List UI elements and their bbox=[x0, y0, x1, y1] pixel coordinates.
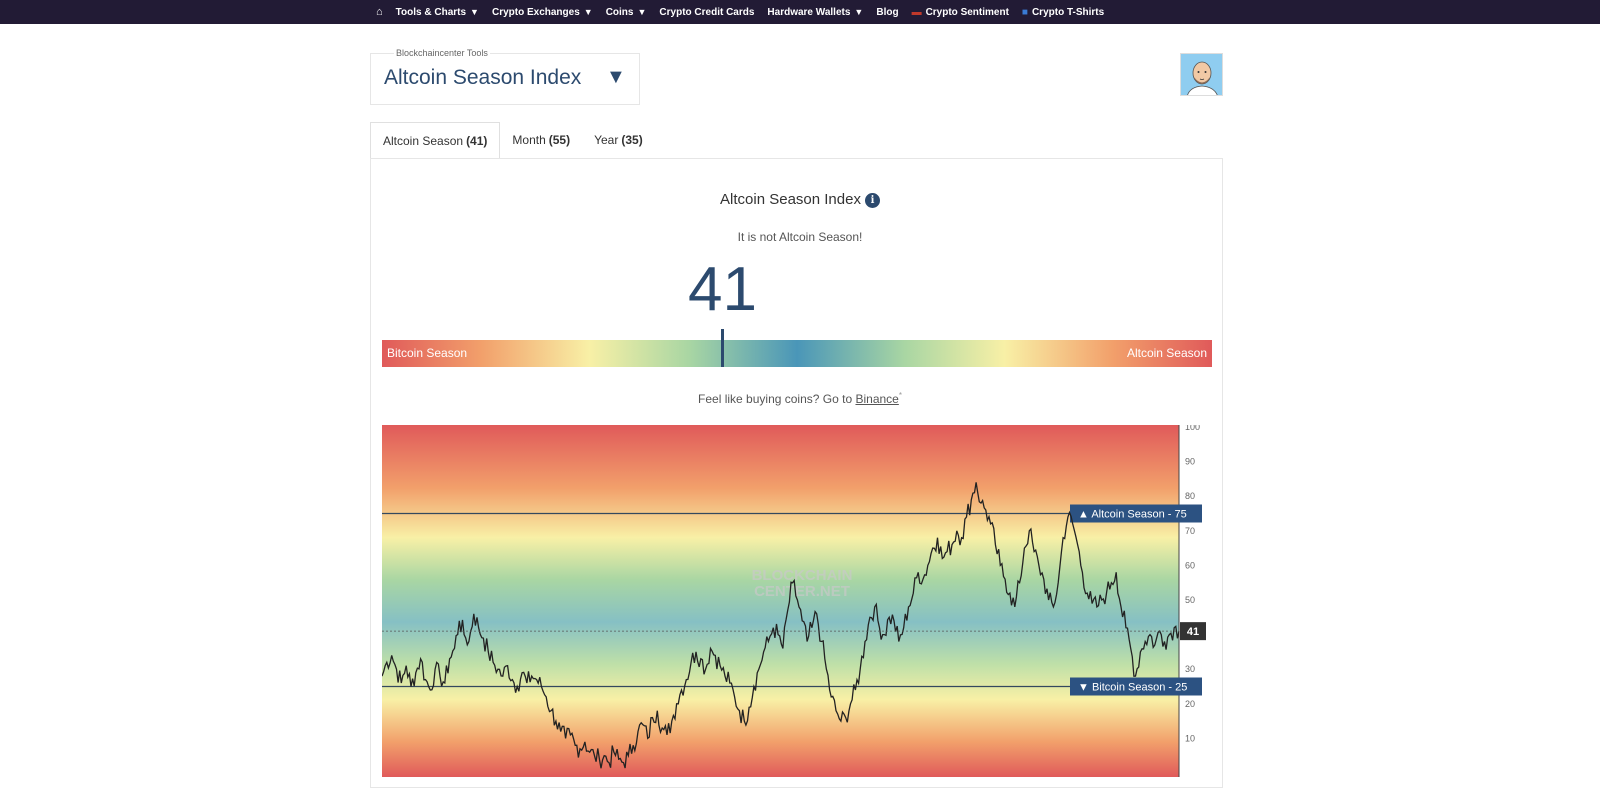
nav-label: Crypto T-Shirts bbox=[1031, 6, 1105, 18]
tab-value: (55) bbox=[548, 133, 571, 147]
y-tick-label: 30 bbox=[1185, 664, 1195, 674]
nav-label: Crypto Sentiment bbox=[925, 6, 1009, 18]
tshirt-icon: ■ bbox=[1021, 6, 1028, 18]
nav-hardware-wallets[interactable]: Hardware Wallets ▼ bbox=[767, 7, 863, 18]
y-axis-area bbox=[1179, 425, 1212, 777]
nav-crypto-tshirts[interactable]: ■ Crypto T-Shirts bbox=[1022, 7, 1104, 18]
reference-lines: ▲ Altcoin Season - 75 ▼ Bitcoin Season - … bbox=[382, 504, 1202, 696]
reference-line-label: ▼ Bitcoin Season - 25 bbox=[1078, 682, 1187, 694]
avatar-face-icon bbox=[1181, 54, 1222, 95]
top-nav: ⌂ Tools & Charts ▼ Crypto Exchanges ▼ Coin… bbox=[0, 0, 1600, 24]
nav-label: Blog bbox=[876, 6, 899, 18]
nav-crypto-exchanges[interactable]: Crypto Exchanges ▼ bbox=[492, 7, 593, 18]
index-status: It is not Altcoin Season! bbox=[737, 230, 863, 244]
tab-value: (41) bbox=[466, 133, 488, 148]
nav-label: Tools & Charts bbox=[395, 6, 467, 18]
chevron-down-icon: ▼ bbox=[470, 7, 479, 17]
index-value: 41 bbox=[688, 255, 757, 324]
tab-altcoin-season[interactable]: Altcoin Season (41) bbox=[370, 122, 501, 159]
reference-line-badge bbox=[1070, 504, 1202, 523]
y-tick-label: 10 bbox=[1185, 733, 1195, 743]
y-tick-label: 100 bbox=[1185, 425, 1200, 432]
info-icon[interactable]: i bbox=[864, 193, 880, 208]
index-title-text: Altcoin Season Index bbox=[720, 191, 861, 208]
chevron-down-icon: ▼ bbox=[637, 7, 647, 17]
chevron-down-icon: ▼ bbox=[854, 7, 864, 17]
scale-left-label: Bitcoin Season bbox=[387, 346, 468, 360]
nav-coins[interactable]: Coins ▼ bbox=[606, 7, 647, 18]
nav-crypto-sentiment[interactable]: ▬ Crypto Sentiment bbox=[912, 7, 1009, 18]
current-value-group: 41 bbox=[382, 622, 1206, 641]
promo-label: Feel like buying coins? Go to bbox=[698, 392, 853, 406]
promo-text: Feel like buying coins? Go to Binance* bbox=[0, 391, 1600, 406]
current-value-badge bbox=[1180, 622, 1206, 641]
index-title: Altcoin Season Index i bbox=[0, 191, 1600, 208]
scale-right-label: Altcoin Season bbox=[1126, 346, 1207, 360]
promo-mark: * bbox=[898, 391, 902, 400]
y-tick-label: 50 bbox=[1185, 595, 1195, 605]
nav-label: Coins bbox=[605, 6, 634, 18]
tab-bar: Altcoin Season (41) Month (55) Year (35) bbox=[370, 122, 655, 159]
nav-label: Crypto Credit Cards bbox=[659, 6, 755, 18]
avatar[interactable] bbox=[1180, 53, 1223, 96]
tool-selector[interactable] bbox=[370, 53, 640, 105]
chevron-down-icon[interactable]: ▼ bbox=[606, 66, 626, 88]
y-tick-label: 70 bbox=[1185, 526, 1195, 536]
series-line bbox=[382, 482, 1180, 769]
nav-label: Hardware Wallets bbox=[767, 6, 851, 18]
altcoin-season-chart: 102030405060708090100 BLOCKCHAIN CENTER.… bbox=[382, 425, 1212, 777]
y-tick-label: 80 bbox=[1185, 491, 1195, 501]
tab-year[interactable]: Year (35) bbox=[582, 122, 655, 158]
watermark-line-1: BLOCKCHAIN bbox=[752, 567, 853, 584]
nav-label: Crypto Exchanges bbox=[491, 6, 580, 18]
season-scale-bar: Bitcoin Season Altcoin Season bbox=[382, 340, 1212, 367]
y-tick-label: 20 bbox=[1185, 699, 1195, 709]
tab-label: Month bbox=[512, 133, 546, 147]
chart-background bbox=[382, 425, 1179, 777]
tab-value: (35) bbox=[621, 133, 643, 147]
home-icon[interactable]: ⌂ bbox=[376, 6, 383, 18]
y-tick-label: 90 bbox=[1185, 457, 1195, 467]
binance-link[interactable]: Binance bbox=[855, 392, 899, 406]
nav-crypto-credit-cards[interactable]: Crypto Credit Cards bbox=[659, 7, 754, 18]
reference-line-badge bbox=[1070, 677, 1202, 696]
tab-label: Altcoin Season bbox=[383, 133, 464, 148]
index-marker bbox=[720, 329, 724, 367]
tab-label: Year bbox=[594, 133, 619, 147]
tool-selector-legend: Blockchaincenter Tools bbox=[394, 48, 490, 58]
watermark-line-2: CENTER.NET bbox=[754, 583, 850, 600]
reference-line-label: ▲ Altcoin Season - 75 bbox=[1078, 509, 1187, 521]
chevron-down-icon: ▼ bbox=[583, 7, 593, 17]
nav-blog[interactable]: Blog bbox=[876, 7, 898, 18]
sentiment-icon: ▬ bbox=[911, 6, 922, 18]
nav-tools-charts[interactable]: Tools & Charts ▼ bbox=[396, 7, 479, 18]
tab-month[interactable]: Month (55) bbox=[500, 122, 582, 158]
y-tick-label: 60 bbox=[1185, 560, 1195, 570]
current-value-label: 41 bbox=[1187, 626, 1199, 638]
tool-selector-value[interactable]: Altcoin Season Index bbox=[384, 66, 582, 89]
